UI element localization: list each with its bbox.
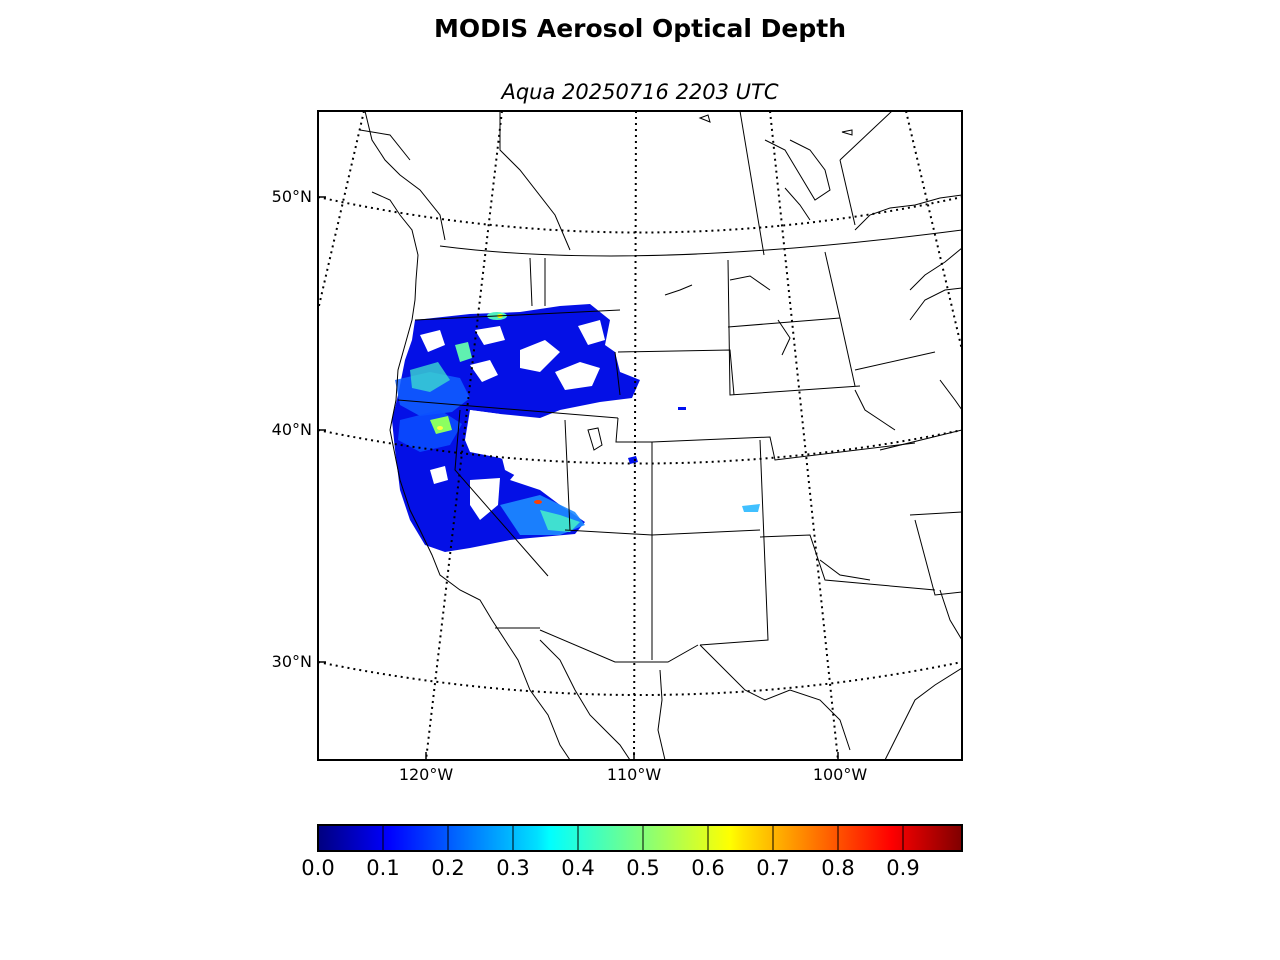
aod-data-field [392, 304, 760, 552]
colorbar-tick-label: 0.5 [626, 856, 660, 880]
colorbar-tick-label: 0.9 [886, 856, 920, 880]
coastlines [359, 111, 962, 760]
colorbar-dividers [382, 825, 904, 851]
colorbar-tick-label: 0.0 [301, 856, 335, 880]
map-area [318, 111, 962, 760]
axis-ticks [318, 196, 839, 760]
chart-title: MODIS Aerosol Optical Depth [433, 14, 846, 43]
chart-subtitle: Aqua 20250716 2203 UTC [501, 80, 779, 104]
colorbar-frame [317, 824, 963, 852]
lon-label-100w: 100°W [812, 765, 868, 784]
graticule [318, 111, 962, 760]
lat-label-30n: 30°N [271, 652, 312, 671]
colorbar [317, 824, 963, 852]
lat-label-50n: 50°N [271, 187, 312, 206]
colorbar-tick-label: 0.8 [821, 856, 855, 880]
colorbar-tick-label: 0.7 [756, 856, 790, 880]
lon-label-120w: 120°W [398, 765, 454, 784]
lat-label-40n: 40°N [271, 420, 312, 439]
lon-label-110w: 110°W [606, 765, 662, 784]
colorbar-tick-label: 0.2 [431, 856, 465, 880]
map-frame [317, 110, 963, 761]
colorbar-gradient [318, 825, 962, 851]
colorbar-tick-label: 0.3 [496, 856, 530, 880]
lakes [587, 114, 853, 451]
colorbar-tick-label: 0.6 [691, 856, 725, 880]
colorbar-tick-label: 0.1 [366, 856, 400, 880]
colorbar-tick-label: 0.4 [561, 856, 595, 880]
state-borders [397, 111, 962, 663]
